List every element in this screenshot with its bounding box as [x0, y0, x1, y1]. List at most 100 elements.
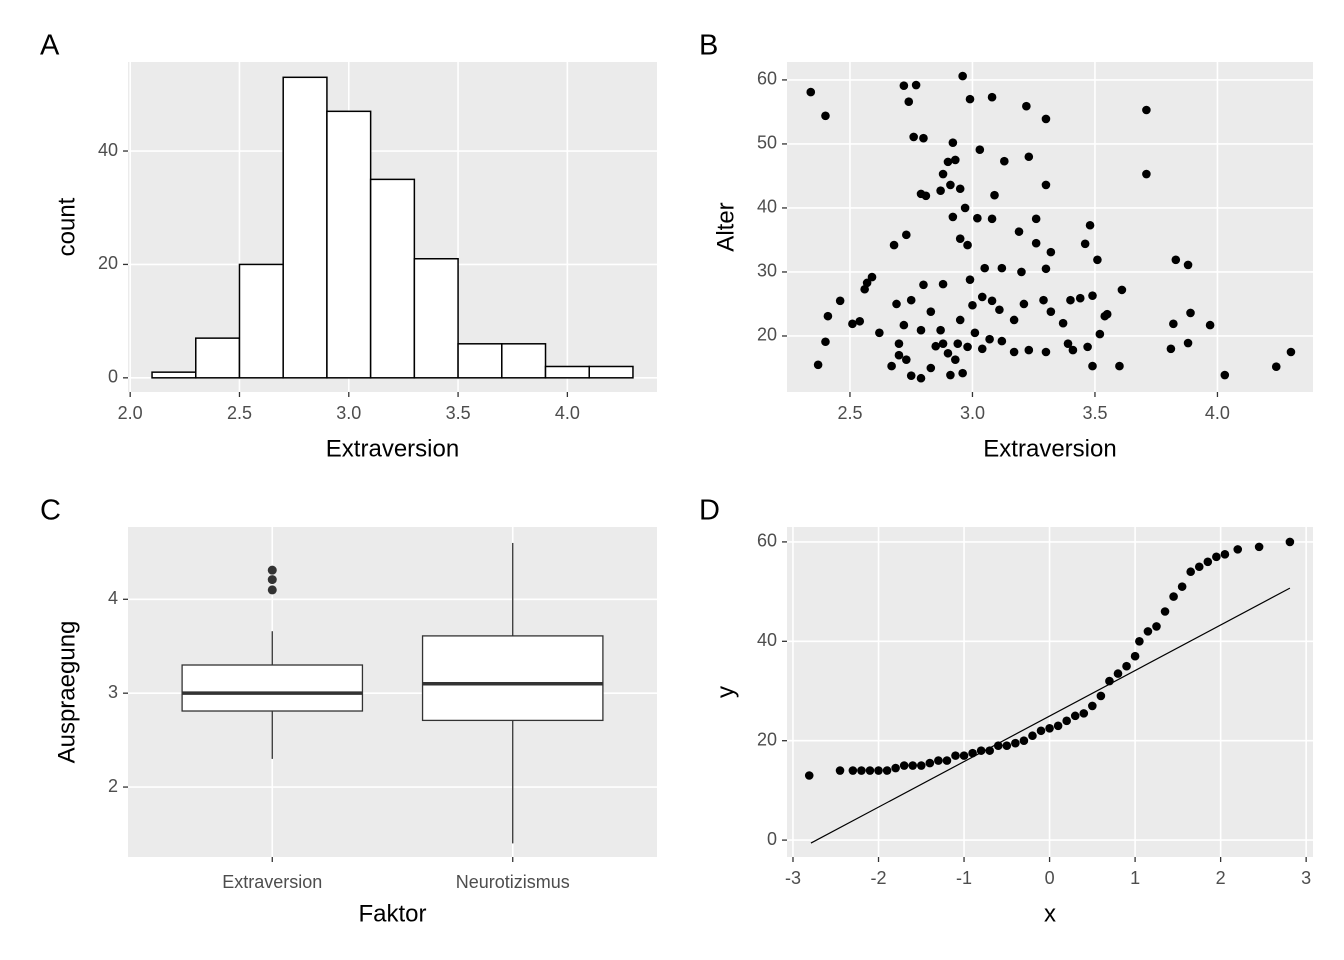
- plot-background: [787, 62, 1313, 392]
- point: [963, 342, 972, 352]
- point: [865, 766, 875, 775]
- point: [1046, 307, 1056, 316]
- y-tick-label: 0: [108, 367, 118, 387]
- bar: [326, 110, 372, 379]
- point: [1117, 285, 1127, 295]
- point: [1041, 347, 1051, 357]
- point: [958, 368, 967, 378]
- point: [959, 751, 969, 760]
- point: [1019, 736, 1029, 746]
- point: [977, 344, 987, 354]
- point: [938, 279, 948, 289]
- point: [1271, 362, 1281, 372]
- point: [942, 756, 952, 765]
- panel-tag: C: [40, 495, 61, 527]
- point: [1000, 156, 1009, 166]
- point: [1070, 711, 1080, 721]
- point: [1031, 238, 1041, 248]
- point: [968, 748, 977, 758]
- x-tick-label: 4.0: [555, 403, 580, 423]
- point: [1115, 361, 1124, 371]
- x-tick-label: 3.5: [446, 403, 471, 423]
- point: [1088, 701, 1097, 711]
- point: [1085, 220, 1095, 230]
- point: [987, 214, 997, 224]
- point: [848, 319, 857, 329]
- y-axis-title: count: [53, 197, 80, 256]
- x-tick-label: 3.0: [336, 403, 361, 423]
- x-tick-label: 2.5: [227, 403, 252, 423]
- point: [867, 272, 877, 282]
- point: [925, 758, 935, 768]
- point: [1080, 239, 1090, 249]
- point: [1088, 361, 1097, 371]
- point: [938, 339, 948, 348]
- point: [1100, 311, 1110, 321]
- point: [951, 155, 960, 165]
- point: [958, 71, 967, 81]
- point: [1062, 716, 1071, 726]
- point: [1068, 345, 1078, 355]
- y-tick-label: 3: [108, 682, 118, 702]
- point: [1203, 557, 1213, 567]
- point: [987, 296, 997, 306]
- outlier: [267, 575, 277, 585]
- point: [1075, 293, 1085, 303]
- point: [919, 280, 928, 290]
- y-tick-label: 60: [757, 69, 777, 89]
- point: [906, 371, 916, 380]
- point: [813, 360, 823, 370]
- point: [948, 138, 958, 147]
- point: [902, 230, 911, 240]
- point: [976, 746, 986, 755]
- y-axis-title: y: [712, 686, 739, 698]
- point: [1171, 255, 1181, 265]
- point: [1143, 627, 1153, 636]
- point: [889, 240, 899, 250]
- point: [857, 766, 866, 775]
- point: [1058, 318, 1068, 328]
- point: [916, 373, 926, 383]
- point: [1011, 738, 1020, 748]
- point: [904, 97, 914, 106]
- point: [1022, 101, 1031, 111]
- bar: [501, 343, 547, 379]
- x-tick-label: 0: [1045, 868, 1055, 888]
- point: [948, 212, 958, 222]
- outlier: [267, 585, 277, 595]
- x-tick-label: 3.5: [1082, 403, 1107, 423]
- x-axis-title: Faktor: [358, 900, 426, 927]
- point: [1024, 152, 1034, 162]
- x-tick-label: 2.0: [118, 403, 143, 423]
- x-tick-label: Neurotizismus: [456, 872, 570, 892]
- outlier: [267, 565, 277, 575]
- point: [943, 157, 953, 167]
- panel-tag: D: [699, 495, 720, 527]
- panel-tag: B: [699, 30, 718, 62]
- bar: [195, 337, 241, 379]
- point: [908, 761, 918, 770]
- y-tick-label: 40: [98, 140, 118, 160]
- point: [1009, 315, 1019, 325]
- point: [990, 190, 999, 200]
- point: [934, 756, 943, 765]
- x-tick-label: -1: [956, 868, 972, 888]
- point: [955, 315, 965, 325]
- point: [995, 305, 1004, 315]
- x-tick-label: 4.0: [1205, 403, 1230, 423]
- point: [848, 766, 858, 775]
- point: [804, 771, 814, 780]
- point: [963, 240, 972, 250]
- y-tick-label: 30: [757, 261, 777, 281]
- point: [1205, 320, 1215, 330]
- point: [960, 203, 970, 213]
- y-tick-label: 40: [757, 630, 777, 650]
- x-tick-label: 3: [1301, 868, 1311, 888]
- point: [987, 92, 997, 102]
- point: [951, 355, 960, 364]
- point: [1046, 247, 1056, 257]
- point: [951, 751, 960, 760]
- point: [1002, 741, 1012, 750]
- point: [899, 320, 909, 330]
